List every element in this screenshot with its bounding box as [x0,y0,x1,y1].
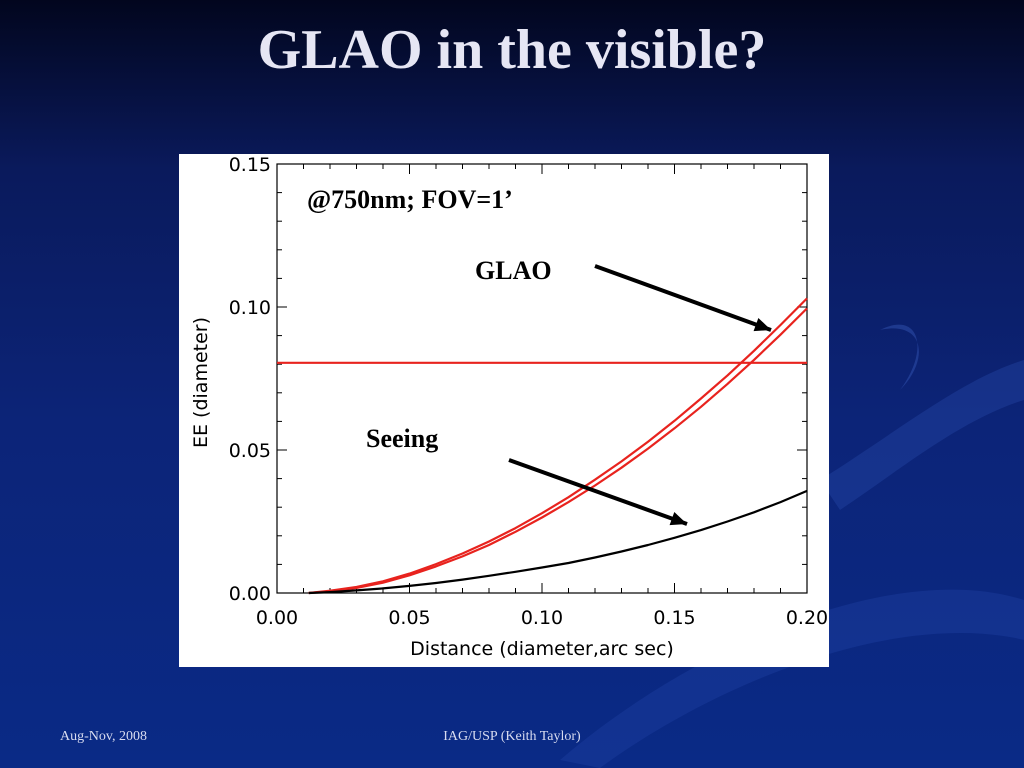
annotation-seeing: Seeing [366,424,438,453]
x-tick-label: 0.20 [786,607,828,629]
x-axis-label: Distance (diameter,arc sec) [410,638,674,660]
glao-arrow-head [753,317,771,332]
glao-curve-upper [308,297,808,595]
seeing-arrow-shaft [508,458,688,526]
seeing-curve [308,489,808,595]
x-tick-label: 0.05 [388,607,430,629]
chart-panel: 0.00 0.05 0.10 0.15 0.20 0.00 0.05 0.10 0.15 Dist… [179,154,829,667]
plot-frame [276,163,808,594]
y-axis-label: EE (diameter) [190,317,212,448]
annotation-glao: GLAO [475,256,552,285]
slide-title: GLAO in the visible? [257,19,767,81]
x-tick-label: 0.15 [653,607,695,629]
y-tick-label: 0.15 [229,154,271,176]
glao-arrow-shaft [594,264,772,332]
x-tick-label: 0.10 [521,607,563,629]
seeing-arrow-head [669,511,687,526]
annotation-fov: @750nm; FOV=1’ [307,185,513,214]
footer-credit: IAG/USP (Keith Taylor) [443,729,581,744]
x-tick-label: 0.00 [256,607,298,629]
y-tick-label: 0.00 [229,583,271,605]
y-tick-label: 0.10 [229,297,271,319]
y-tick-label: 0.05 [229,440,271,462]
footer-date: Aug-Nov, 2008 [60,729,147,744]
ee-vs-distance-chart: 0.00 0.05 0.10 0.15 0.20 0.00 0.05 0.10 0.15 Dist… [190,154,828,660]
glao-curve-lower [308,307,808,595]
